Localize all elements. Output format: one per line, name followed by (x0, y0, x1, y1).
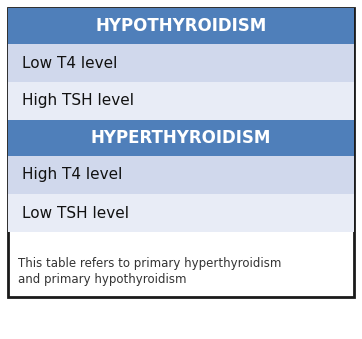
Text: Low T4 level: Low T4 level (22, 56, 117, 71)
Bar (8, 120, 354, 156)
Text: High T4 level: High T4 level (22, 167, 122, 182)
Bar (8, 156, 354, 194)
Text: This table refers to primary hyperthyroidism
and primary hypothyroidism: This table refers to primary hyperthyroi… (18, 258, 281, 285)
Text: High TSH level: High TSH level (22, 94, 134, 108)
Bar (8, 82, 354, 120)
Text: Low TSH level: Low TSH level (22, 205, 129, 220)
Text: HYPERTHYROIDISM: HYPERTHYROIDISM (91, 129, 271, 147)
Text: HYPOTHYROIDISM: HYPOTHYROIDISM (95, 17, 267, 35)
Bar (8, 44, 354, 82)
Bar (8, 8, 354, 297)
Bar (8, 194, 354, 232)
Bar (8, 8, 354, 44)
